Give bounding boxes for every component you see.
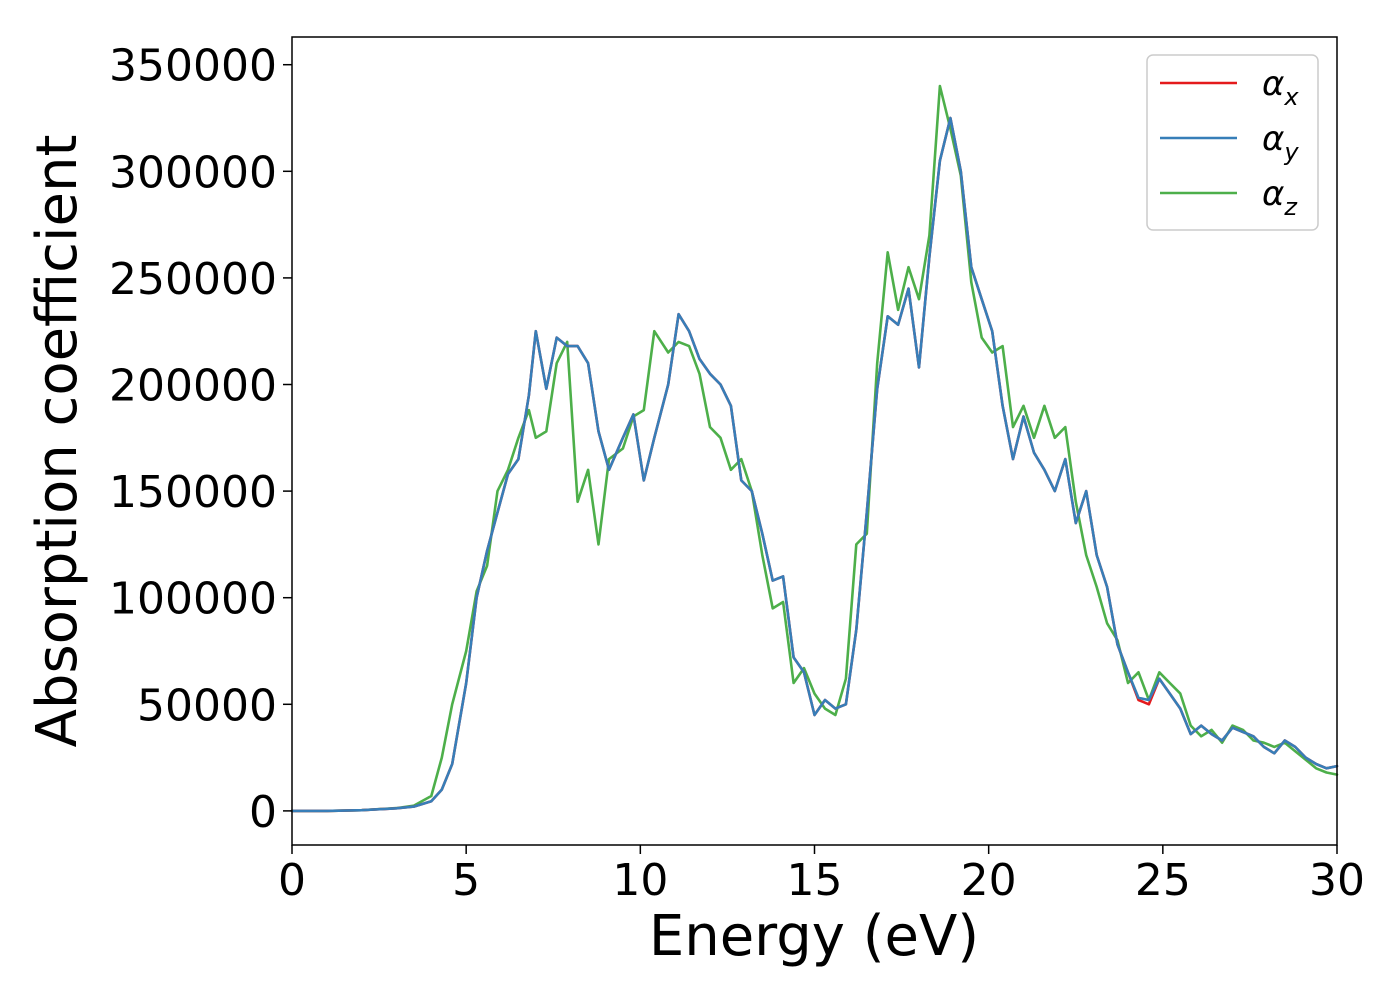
- legend-label: αz: [1262, 174, 1298, 221]
- y-tick-label: 200000: [109, 361, 277, 412]
- y-tick-label: 300000: [109, 147, 277, 198]
- x-axis-label: Energy (eV): [649, 904, 979, 969]
- x-tick-label: 5: [452, 855, 480, 906]
- x-tick-label: 15: [787, 855, 843, 906]
- y-tick-label: 250000: [109, 254, 277, 305]
- y-tick-label: 150000: [109, 467, 277, 518]
- legend: αx αy αz: [1146, 54, 1319, 231]
- x-tick-label: 20: [961, 855, 1017, 906]
- x-tick-label: 10: [612, 855, 668, 906]
- series-line-y-1: [290, 116, 1339, 813]
- x-tick-label: 0: [278, 855, 306, 906]
- x-axis-ticks: 0 5 10 15 20 25 30: [278, 845, 1365, 906]
- series-line-z-2: [290, 84, 1339, 813]
- y-tick-label: 50000: [137, 680, 277, 731]
- plot-lines: [290, 84, 1339, 813]
- x-tick-label: 30: [1309, 855, 1365, 906]
- y-tick-label: 100000: [109, 574, 277, 625]
- y-axis-ticks: 0 50000 100000 150000 200000 250000 300000 3500…: [109, 41, 292, 838]
- legend-label: αy: [1262, 119, 1299, 166]
- y-axis-label: Absorption coefficient: [25, 135, 90, 748]
- x-tick-label: 25: [1135, 855, 1191, 906]
- y-tick-label: 350000: [109, 41, 277, 92]
- legend-box: [1146, 54, 1319, 231]
- legend-label: αx: [1262, 64, 1299, 111]
- y-tick-label: 0: [249, 787, 277, 838]
